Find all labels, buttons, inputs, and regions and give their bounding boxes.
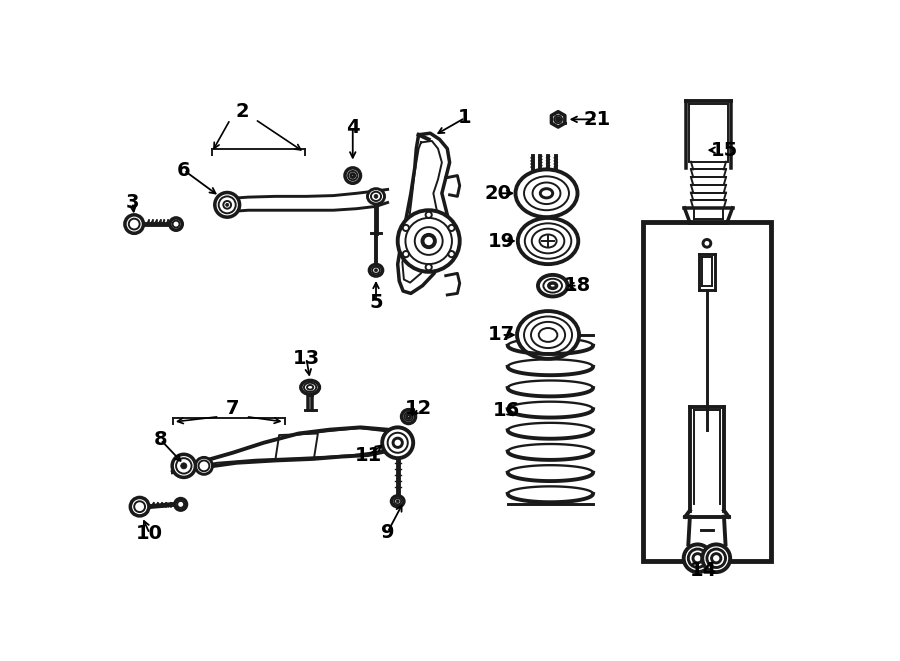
- Circle shape: [426, 264, 432, 270]
- Text: 16: 16: [492, 401, 520, 420]
- Text: 8: 8: [154, 430, 167, 449]
- Ellipse shape: [170, 218, 182, 230]
- Circle shape: [382, 428, 413, 458]
- Circle shape: [688, 549, 706, 568]
- Circle shape: [403, 225, 409, 231]
- Circle shape: [448, 225, 454, 231]
- Text: 12: 12: [405, 399, 432, 418]
- Text: 10: 10: [136, 524, 163, 543]
- Circle shape: [556, 118, 560, 121]
- Text: 5: 5: [369, 293, 382, 312]
- Text: 1: 1: [458, 108, 472, 128]
- Circle shape: [130, 498, 148, 516]
- Ellipse shape: [301, 380, 320, 394]
- Circle shape: [703, 239, 711, 247]
- Circle shape: [426, 212, 432, 218]
- Circle shape: [706, 549, 725, 568]
- Text: 11: 11: [355, 446, 382, 465]
- Polygon shape: [227, 190, 388, 212]
- Ellipse shape: [172, 454, 195, 477]
- Ellipse shape: [396, 500, 400, 503]
- Circle shape: [684, 545, 712, 572]
- Ellipse shape: [226, 204, 229, 206]
- Ellipse shape: [175, 498, 186, 510]
- Circle shape: [448, 251, 454, 257]
- Text: 6: 6: [177, 161, 191, 180]
- Text: 3: 3: [126, 193, 140, 212]
- Ellipse shape: [392, 496, 404, 507]
- Text: 4: 4: [346, 118, 360, 137]
- Circle shape: [422, 235, 435, 247]
- Text: 14: 14: [689, 561, 716, 580]
- Polygon shape: [398, 134, 450, 293]
- Ellipse shape: [345, 168, 361, 183]
- Text: 17: 17: [488, 325, 515, 344]
- Ellipse shape: [374, 269, 378, 272]
- Circle shape: [702, 545, 730, 572]
- Text: 19: 19: [488, 231, 515, 251]
- Text: 18: 18: [564, 276, 591, 295]
- Circle shape: [403, 251, 409, 257]
- Ellipse shape: [215, 192, 239, 217]
- Ellipse shape: [195, 457, 212, 475]
- Text: 15: 15: [711, 141, 738, 160]
- Text: 7: 7: [226, 399, 239, 418]
- Circle shape: [398, 210, 460, 272]
- Ellipse shape: [367, 188, 384, 204]
- Circle shape: [554, 116, 562, 123]
- Text: 21: 21: [583, 110, 610, 129]
- Polygon shape: [173, 428, 405, 472]
- Ellipse shape: [374, 194, 378, 198]
- Polygon shape: [552, 112, 565, 127]
- Text: 20: 20: [485, 184, 512, 203]
- Text: 9: 9: [381, 523, 394, 541]
- Ellipse shape: [181, 463, 187, 469]
- Ellipse shape: [401, 410, 416, 424]
- Ellipse shape: [516, 169, 578, 217]
- Ellipse shape: [538, 275, 567, 297]
- Ellipse shape: [369, 264, 382, 276]
- Ellipse shape: [518, 218, 579, 264]
- Text: 13: 13: [292, 348, 320, 368]
- Text: 2: 2: [236, 102, 249, 121]
- Ellipse shape: [517, 311, 579, 359]
- Circle shape: [125, 215, 143, 233]
- Bar: [644, 222, 771, 561]
